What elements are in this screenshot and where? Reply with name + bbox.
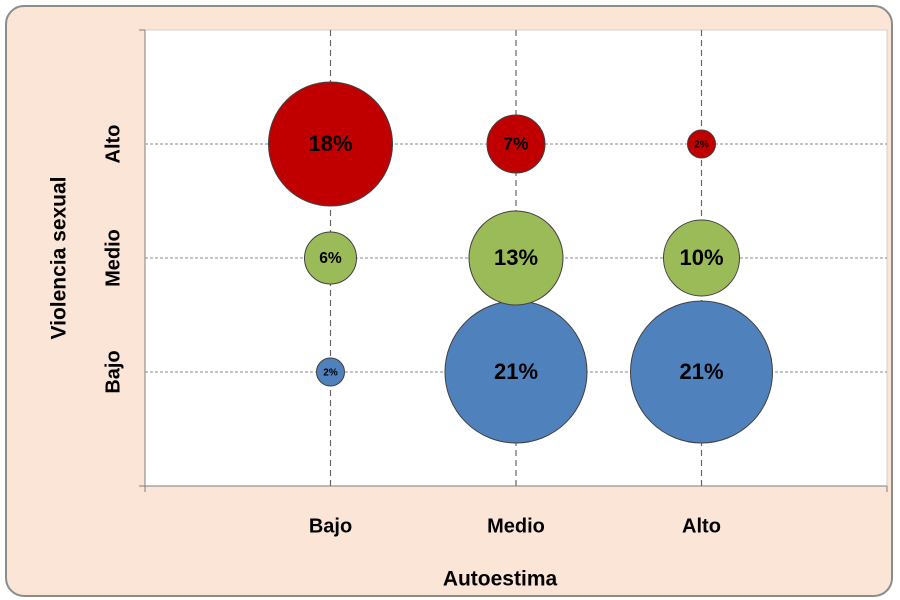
y-tick-label: Bajo — [102, 350, 124, 393]
y-tick-label: Alto — [102, 125, 124, 164]
bubble — [468, 210, 564, 306]
bubble — [304, 231, 357, 285]
x-tick-label: Bajo — [309, 515, 352, 537]
bubble — [268, 81, 393, 207]
data-label: 21% — [494, 359, 538, 384]
data-label: 10% — [679, 245, 723, 270]
x-tick-label: Medio — [487, 515, 545, 537]
bubble — [663, 219, 740, 297]
data-label: 7% — [503, 134, 528, 154]
bubble — [486, 114, 546, 174]
bubble — [687, 129, 716, 159]
x-axis-label: Autoestima — [443, 568, 558, 591]
x-tick-label: Alto — [682, 515, 721, 537]
data-label: 21% — [679, 359, 723, 384]
bubble — [316, 357, 345, 387]
bubble — [630, 300, 773, 444]
y-tick-label: Medio — [102, 229, 124, 287]
data-label: 18% — [308, 131, 352, 156]
data-label: 6% — [319, 250, 342, 267]
data-label: 2% — [323, 368, 338, 379]
data-label: 13% — [494, 245, 538, 270]
data-label: 2% — [694, 140, 709, 151]
y-axis-label: Violencia sexual — [48, 176, 71, 339]
